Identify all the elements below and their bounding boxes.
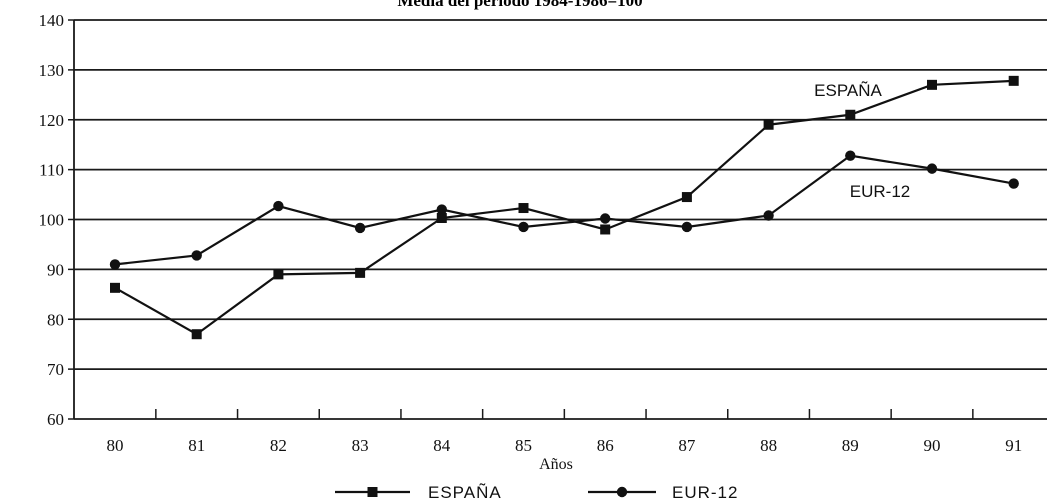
x-tick-label-82: 82 (270, 436, 287, 455)
x-tick-label-88: 88 (760, 436, 777, 455)
point-eur-12-83 (354, 222, 366, 234)
series-annotations: ESPAÑA EUR-12 (814, 81, 910, 201)
x-tick-label-91: 91 (1005, 436, 1022, 455)
y-tick-label-90: 90 (47, 260, 64, 279)
series-line-eur-12 (114, 154, 1014, 266)
point-espa-a-86 (600, 224, 611, 235)
point-espa-a-90 (927, 79, 937, 90)
point-eur-12-80 (109, 259, 121, 270)
point-espa-a-80 (110, 282, 120, 293)
x-tick-label-84: 84 (433, 436, 451, 455)
point-espa-a-88 (763, 119, 774, 130)
point-espa-a-81 (191, 329, 202, 340)
point-eur-12-91 (1008, 178, 1019, 189)
y-tick-label-110: 110 (39, 161, 64, 180)
gridlines (74, 19, 1047, 420)
y-tick-label-100: 100 (39, 211, 65, 230)
annotation-eur-12: EUR-12 (850, 182, 910, 201)
point-espa-a-85 (518, 203, 529, 214)
legend-marker-eur-12 (616, 486, 628, 498)
annotation-espa-a: ESPAÑA (814, 81, 882, 100)
axes: 60 70 80 90 100 110 120 130 140 80 81 82 83 84 85 86 87 8… (39, 11, 1023, 455)
point-eur-12-81 (191, 250, 202, 261)
y-tick-label-80: 80 (47, 310, 64, 329)
x-tick-label-87: 87 (678, 436, 696, 455)
point-eur-12-90 (926, 163, 938, 174)
point-espa-a-89 (845, 109, 856, 120)
y-tick-label-70: 70 (47, 360, 64, 379)
point-espa-a-84 (436, 213, 447, 224)
x-tick-label-83: 83 (352, 436, 369, 455)
point-espa-a-83 (355, 267, 366, 278)
point-eur-12-85 (518, 221, 529, 233)
point-eur-12-89 (845, 150, 856, 161)
legend-label-eur-12: EUR-12 (672, 483, 738, 502)
legend: ESPAÑA EUR-12 (335, 483, 738, 502)
x-tick-label-90: 90 (924, 436, 941, 455)
point-eur-12-87 (681, 221, 693, 233)
x-tick-label-89: 89 (842, 436, 859, 455)
x-tick-label-80: 80 (107, 436, 124, 455)
x-tick-label-85: 85 (515, 436, 532, 455)
point-eur-12-86 (600, 213, 611, 224)
x-axis-label: Años (539, 456, 573, 473)
y-tick-label-60: 60 (47, 410, 64, 429)
point-eur-12-88 (763, 210, 774, 221)
point-espa-a-91 (1008, 75, 1019, 86)
point-espa-a-82 (273, 269, 284, 280)
series-line-espa-a (114, 79, 1014, 336)
legend-label-espa-a: ESPAÑA (428, 483, 502, 502)
point-espa-a-87 (681, 192, 692, 203)
legend-marker-espa-a (367, 487, 378, 497)
y-tick-label-140: 140 (39, 11, 65, 30)
y-tick-label-130: 130 (39, 61, 65, 80)
point-eur-12-82 (273, 200, 284, 212)
x-tick-label-86: 86 (597, 436, 614, 455)
point-eur-12-84 (436, 204, 447, 215)
y-tick-label-120: 120 (39, 111, 65, 130)
chart-title: Media del período 1984-1986=100 (397, 0, 642, 10)
x-tick-label-81: 81 (188, 436, 205, 455)
series-layer (109, 75, 1019, 340)
